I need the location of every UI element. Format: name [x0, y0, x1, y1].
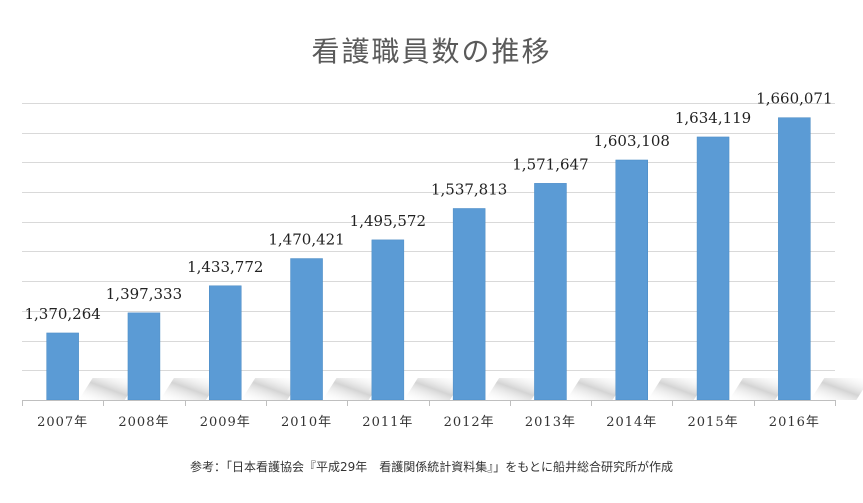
bar: [290, 258, 323, 401]
bar-shadow: [241, 378, 302, 400]
bar-shadow: [729, 378, 790, 400]
x-tick-label: 2013年: [525, 415, 576, 430]
x-tick-label: 2008年: [118, 415, 169, 430]
source-note: 参考：「日本看護協会『平成29年 看護関係統計資料集』」をもとに船井総合研究所が…: [189, 460, 674, 474]
bar: [127, 312, 161, 401]
x-tick-label: 2011年: [362, 415, 413, 430]
data-label: 1,397,333: [106, 285, 182, 303]
bar-shadow: [322, 378, 383, 400]
bar-shadow: [810, 378, 863, 400]
x-tick-label: 2009年: [200, 415, 251, 430]
bar: [778, 117, 811, 401]
data-label: 1,571,647: [512, 155, 588, 173]
x-tick-label: 2010年: [281, 415, 332, 430]
bar: [696, 136, 730, 401]
bar: [534, 183, 567, 401]
data-label: 1,470,421: [268, 231, 344, 249]
bar-shadow: [647, 378, 708, 400]
bar: [46, 332, 79, 401]
x-tick-label: 2014年: [606, 415, 657, 430]
data-label: 1,370,264: [24, 305, 100, 323]
data-label: 1,495,572: [350, 212, 426, 230]
chart-title: 看護職員数の推移: [311, 35, 552, 68]
x-tick-label: 2016年: [769, 415, 820, 430]
x-tick-label: 2012年: [444, 415, 495, 430]
data-label: 1,634,119: [675, 109, 751, 127]
bar: [615, 159, 648, 401]
data-label: 1,433,772: [187, 258, 263, 276]
x-tick-label: 2015年: [688, 415, 739, 430]
bar: [452, 208, 486, 401]
data-label: 1,603,108: [594, 132, 670, 150]
bar: [209, 285, 242, 401]
bar-shadow: [403, 378, 464, 400]
data-label: 1,537,813: [431, 180, 507, 198]
data-label: 1,660,071: [756, 90, 832, 108]
bar: [371, 239, 405, 401]
x-tick-label: 2007年: [37, 415, 88, 430]
bar-shadow: [566, 378, 627, 400]
bar-shadow: [78, 378, 139, 400]
bar-shadow: [159, 378, 220, 400]
bar-shadow: [485, 378, 546, 400]
